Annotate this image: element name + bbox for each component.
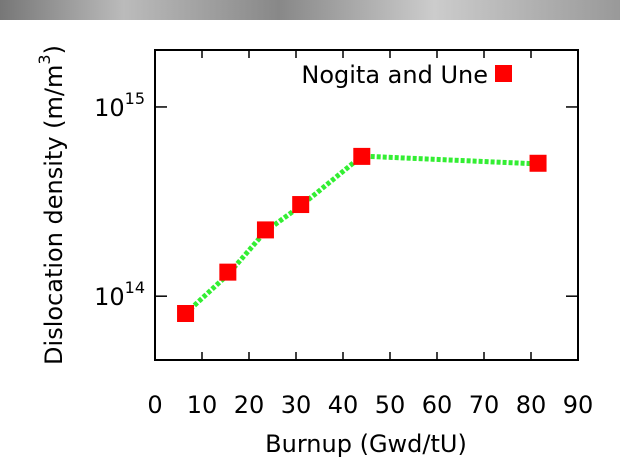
x-tick-label: 50 (375, 391, 406, 419)
x-tick-label: 40 (328, 391, 359, 419)
fit-line (183, 153, 539, 316)
point (292, 196, 310, 214)
x-tick-label: 30 (281, 391, 312, 419)
y-tick-label: 1014 (94, 278, 145, 311)
x-tick-label: 80 (516, 391, 547, 419)
y-tick-label: 1015 (94, 89, 145, 122)
x-tick-label: 10 (187, 391, 218, 419)
x-axis-label: Burnup (Gwd/tU) (265, 430, 467, 458)
legend-marker (495, 65, 512, 82)
x-tick-label: 20 (234, 391, 265, 419)
x-tick-label: 0 (147, 391, 162, 419)
x-tick-label: 60 (422, 391, 453, 419)
x-tick-label: 90 (563, 391, 594, 419)
point (219, 263, 237, 281)
photo-strip (0, 0, 620, 20)
point (353, 147, 371, 165)
point (529, 154, 547, 172)
plot-frame (154, 49, 579, 361)
x-tick-label: 70 (469, 391, 500, 419)
point (177, 305, 195, 323)
legend-label: Nogita and Une (301, 61, 488, 89)
point (256, 221, 274, 239)
y-axis-label: Dislocation density (m/m3) (35, 45, 68, 365)
